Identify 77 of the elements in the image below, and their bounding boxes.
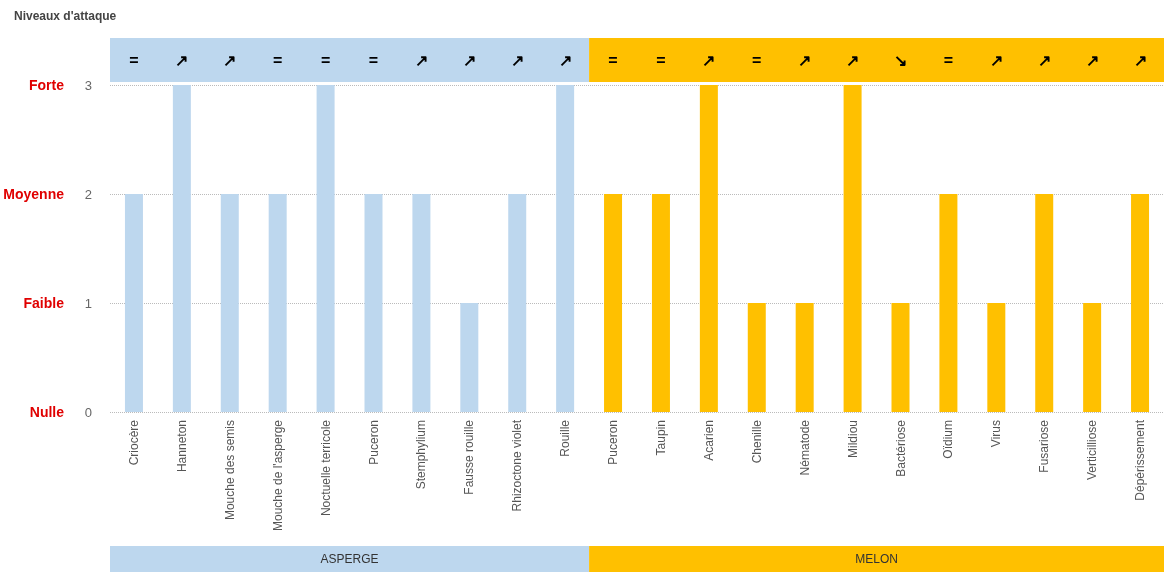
bar <box>747 303 766 412</box>
text: = <box>273 51 283 69</box>
x-tick-label: Chenille <box>749 419 764 464</box>
text: ↗ <box>989 51 1003 69</box>
x-tick-label: Taupin <box>653 420 668 456</box>
text: Forte <box>29 77 65 93</box>
text: Nulle <box>29 404 65 420</box>
text: ↗ <box>510 51 524 69</box>
bar <box>1131 194 1150 412</box>
x-tick-label: Bactériose <box>893 419 908 477</box>
bar <box>172 85 191 412</box>
text: = <box>608 51 618 69</box>
bar <box>460 303 479 412</box>
bar <box>412 194 431 412</box>
y-axis-title: Niveaux d'attaque <box>14 9 117 23</box>
x-tick-label: Oïdium <box>941 420 956 459</box>
y-tick-label: 0 <box>84 404 92 420</box>
x-tick-label: Puceron <box>606 420 621 465</box>
bar <box>1035 194 1054 412</box>
text: = <box>368 51 379 69</box>
text: ↗ <box>414 51 428 69</box>
x-tick-label: Hanneton <box>174 420 189 473</box>
bar <box>220 194 239 412</box>
bar <box>795 303 814 412</box>
text: ↗ <box>846 51 860 69</box>
x-tick-label: Mildiou <box>845 420 860 459</box>
bar <box>1083 303 1102 412</box>
text: ↗ <box>175 51 189 69</box>
text: ↗ <box>223 51 237 69</box>
text: ↗ <box>558 51 572 69</box>
y-tick-label: 1 <box>84 295 92 311</box>
bar <box>364 194 383 412</box>
x-tick-label: Noctuelle terricole <box>318 419 333 517</box>
text: ↗ <box>1133 51 1147 69</box>
x-tick-label: Nématode <box>797 419 812 476</box>
bar <box>316 85 335 412</box>
bar <box>268 194 287 412</box>
text: ↗ <box>1037 51 1051 69</box>
y-tick-label: 3 <box>84 77 92 93</box>
text: = <box>129 51 139 69</box>
bar <box>556 85 575 412</box>
bar <box>939 194 958 412</box>
x-tick-label: Fausse rouille <box>462 419 477 495</box>
bar <box>891 303 910 412</box>
x-tick-label: Rouille <box>558 419 573 457</box>
x-tick-label: Mouche des semis <box>222 420 237 521</box>
bar <box>604 194 623 412</box>
x-tick-label: Fusariose <box>1037 419 1052 473</box>
x-tick-label: Stemphylium <box>414 420 429 490</box>
bar <box>987 303 1006 412</box>
x-tick-label: Mouche de l'asperge <box>270 419 285 532</box>
bar <box>124 194 143 412</box>
text: = <box>320 51 331 69</box>
text: = <box>752 51 762 69</box>
y-tick-label: 2 <box>84 186 92 202</box>
x-tick-label: Puceron <box>366 420 381 465</box>
text: ↘ <box>894 51 907 69</box>
text: ↗ <box>798 51 812 69</box>
text: = <box>943 51 954 69</box>
text: Moyenne <box>3 186 65 202</box>
text: ↗ <box>462 51 476 69</box>
text: ↗ <box>702 51 716 69</box>
bar <box>651 194 670 412</box>
bar <box>508 194 527 412</box>
bar <box>843 85 862 412</box>
bar <box>699 85 718 412</box>
x-tick-label: Criocère <box>126 419 141 466</box>
x-tick-label: Acarien <box>701 420 716 461</box>
text: MELON <box>855 552 898 566</box>
text: = <box>656 51 666 69</box>
text: ASPERGE <box>320 552 379 566</box>
text: Faible <box>23 295 65 311</box>
x-tick-label: Verticilliose <box>1085 419 1100 481</box>
x-tick-label: Virus <box>989 420 1004 448</box>
text: ↗ <box>1085 51 1099 69</box>
x-tick-label: Rhizoctone violet <box>510 419 525 512</box>
x-tick-label: Dépérissement <box>1133 419 1148 501</box>
